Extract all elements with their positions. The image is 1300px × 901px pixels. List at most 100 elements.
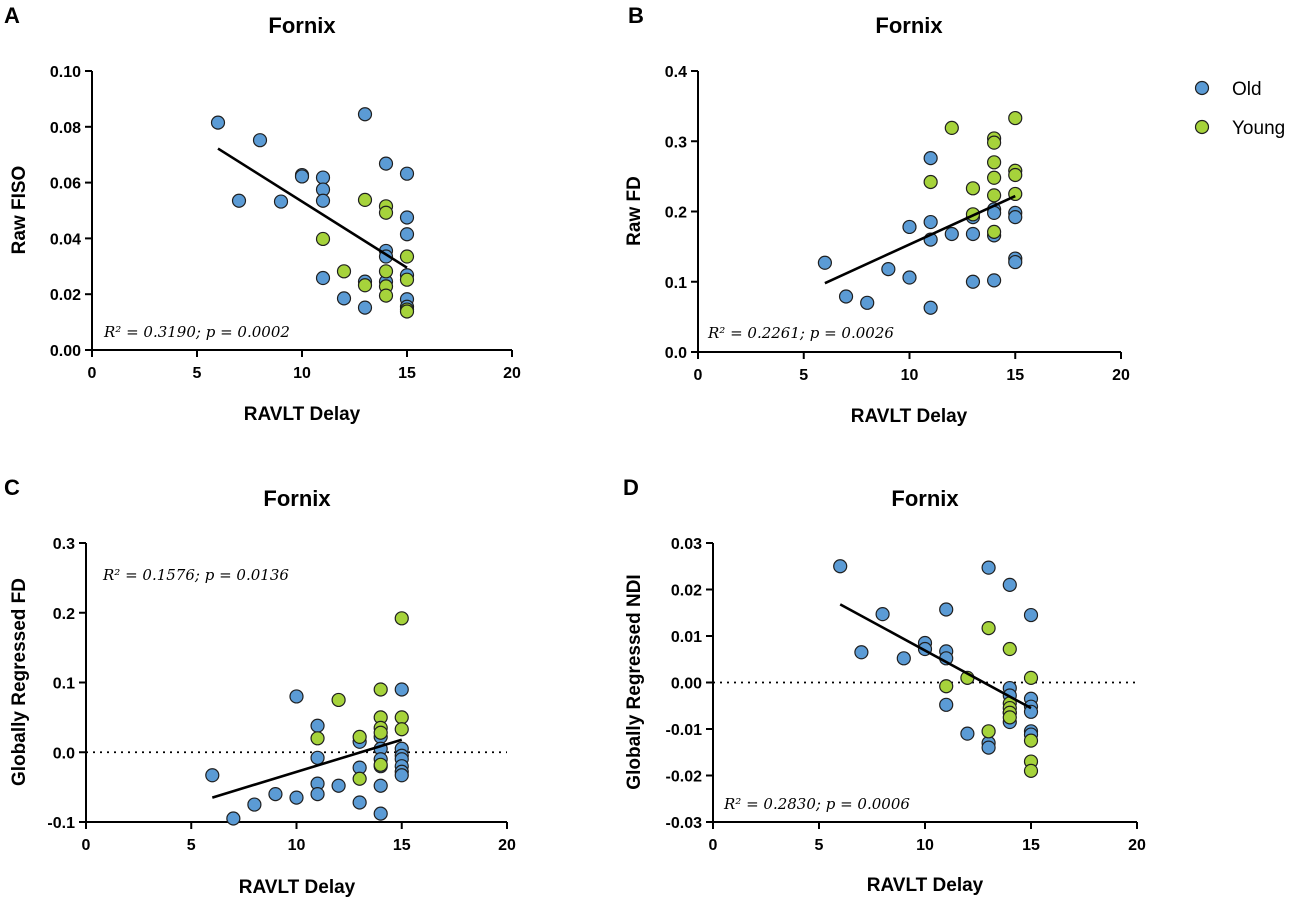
x-tick-label: 5 — [193, 365, 202, 382]
data-point-young — [373, 725, 388, 740]
x-tick-label: 5 — [815, 837, 824, 854]
data-point-young — [981, 620, 996, 636]
data-point-old — [960, 726, 975, 741]
y-tick-label: 0.04 — [50, 231, 81, 248]
data-point-old — [896, 651, 911, 666]
data-point-old — [1023, 704, 1039, 719]
y-axis-label: Raw FISO — [9, 166, 30, 255]
y-axis-label: Raw FD — [624, 176, 645, 246]
data-point-young — [399, 304, 415, 319]
data-point-young — [336, 264, 352, 279]
panel-letter: C — [4, 475, 20, 500]
data-point-old — [247, 797, 262, 812]
y-tick-label: 0.4 — [665, 64, 687, 81]
x-tick-label: 10 — [293, 365, 311, 382]
data-point-old — [923, 151, 938, 166]
x-tick-label: 0 — [82, 837, 91, 854]
data-point-young — [986, 135, 1002, 150]
data-point-young — [1023, 670, 1039, 685]
y-axis-label: Globally Regressed FD — [9, 578, 30, 786]
data-point-young — [986, 188, 1002, 203]
data-point-old — [838, 289, 854, 304]
x-tick-label: 15 — [1006, 367, 1024, 384]
x-tick-label: 0 — [709, 837, 718, 854]
y-axis-label: Globally Regressed NDI — [624, 574, 645, 789]
legend-marker-old — [1194, 80, 1210, 96]
data-point-young — [1002, 641, 1017, 657]
y-tick-label: 0.0 — [665, 345, 687, 362]
data-point-old — [399, 166, 415, 181]
panel-b: B Fornix RAVLT Delay Raw FD R² = 0.2261;… — [624, 3, 1130, 427]
data-point-old — [273, 194, 289, 209]
x-tick-label: 5 — [799, 367, 808, 384]
data-point-old — [394, 768, 409, 783]
data-point-young — [394, 710, 409, 725]
x-tick-label: 10 — [288, 837, 306, 854]
regression-line — [217, 147, 408, 269]
y-tick-label: 0.01 — [671, 629, 702, 646]
data-point-old — [310, 718, 325, 733]
data-point-old — [923, 300, 938, 315]
x-tick-label: 15 — [393, 837, 411, 854]
data-point-young — [944, 120, 959, 136]
data-point-old — [944, 226, 959, 242]
stats-annotation: R² = 0.1576; p = 0.0136 — [102, 566, 289, 584]
x-axis-label: RAVLT Delay — [239, 877, 356, 898]
data-point-old — [252, 133, 268, 148]
data-point-old — [315, 270, 331, 286]
data-point-old — [310, 786, 325, 802]
data-point-old — [902, 270, 917, 285]
y-tick-label: 0.3 — [665, 134, 687, 151]
data-point-old — [833, 559, 848, 574]
x-axis-label: RAVLT Delay — [851, 406, 968, 427]
data-point-young — [357, 278, 373, 293]
panel-a: A Fornix RAVLT Delay Raw FISO R² = 0.319… — [4, 3, 521, 425]
stats-annotation: R² = 0.3190; p = 0.0002 — [103, 323, 290, 341]
panel-c: C Fornix RAVLT Delay Globally Regressed … — [4, 475, 516, 898]
data-point-young — [378, 205, 394, 220]
data-point-old — [986, 273, 1002, 288]
data-point-young — [331, 692, 346, 708]
y-tick-label: 0.1 — [665, 275, 687, 292]
data-point-old — [226, 811, 241, 826]
data-point-young — [399, 249, 415, 264]
data-point-old — [854, 645, 869, 660]
data-point-young — [378, 288, 394, 303]
panel-letter: A — [4, 3, 20, 28]
data-point-old — [399, 210, 415, 225]
data-point-old — [1002, 577, 1017, 592]
data-point-old — [399, 227, 415, 242]
x-tick-label: 5 — [187, 837, 196, 854]
regression-line — [839, 603, 1032, 710]
legend: Old Young — [1194, 79, 1285, 139]
data-point-old — [294, 169, 310, 184]
chart-title: Fornix — [891, 486, 959, 511]
data-point-young — [1023, 733, 1039, 748]
data-point-young — [965, 181, 981, 196]
y-tick-label: -0.02 — [666, 769, 703, 786]
x-tick-label: 20 — [1128, 837, 1146, 854]
y-tick-label: 0.06 — [50, 176, 81, 193]
regression-line — [211, 738, 403, 799]
panel-letter: B — [628, 3, 644, 28]
data-point-young — [352, 729, 367, 745]
data-point-young — [939, 679, 954, 694]
y-tick-label: -0.01 — [666, 722, 703, 739]
regression-line — [824, 194, 1016, 285]
legend-label-old: Old — [1232, 79, 1262, 100]
y-tick-label: 0.3 — [53, 536, 75, 553]
data-point-old — [310, 750, 325, 765]
data-point-young — [1008, 167, 1023, 183]
data-point-old — [860, 295, 875, 310]
x-axis-label: RAVLT Delay — [244, 404, 361, 425]
data-point-old — [378, 156, 394, 171]
data-point-old — [289, 790, 304, 805]
data-point-old — [315, 170, 331, 185]
data-point-old — [336, 291, 352, 306]
stats-annotation: R² = 0.2830; p = 0.0006 — [723, 795, 910, 813]
data-point-old — [965, 226, 981, 242]
x-tick-label: 10 — [901, 367, 919, 384]
data-point-young — [986, 170, 1002, 185]
x-tick-label: 20 — [498, 837, 516, 854]
data-point-old — [373, 778, 388, 793]
